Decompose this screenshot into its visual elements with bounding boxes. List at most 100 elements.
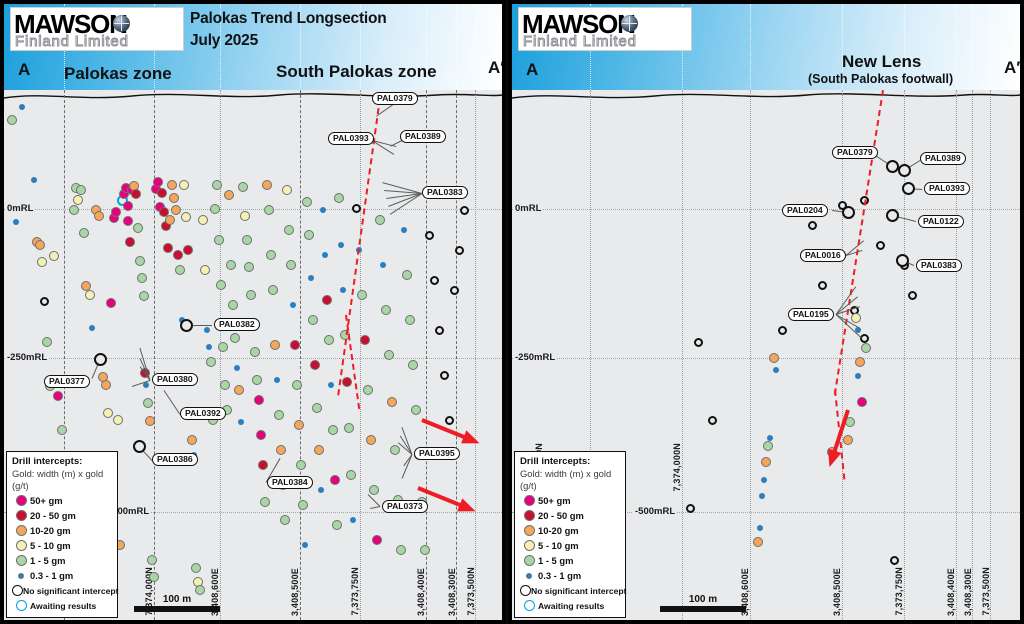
drill-hole-label-PAL0016[interactable]: PAL0016 [800, 249, 846, 263]
legend-label-7: Awaiting results [538, 600, 605, 611]
topography-line-right [512, 93, 1020, 99]
legend-swatch-1 [520, 510, 538, 521]
section-end-label-right: A′ [1004, 58, 1021, 77]
point-b [772, 366, 780, 374]
legend-label-6: No significant intercept [23, 585, 119, 596]
legend-item: 20 - 50 gm [520, 508, 619, 523]
xtick-left-7: 7,373,500N [466, 567, 476, 616]
point-o [93, 210, 105, 222]
drill-hole-label-PAL0393[interactable]: PAL0393 [924, 182, 970, 196]
point-b [400, 226, 408, 234]
legend-item: 1 - 5 gm [520, 553, 619, 568]
point-g [331, 519, 343, 531]
drill-hole-label-PAL0380[interactable]: PAL0380 [152, 373, 198, 387]
point-g [419, 544, 431, 556]
point-g [134, 255, 146, 267]
point-g [307, 314, 319, 326]
panel-right-plot: 0mRL -250mRL -500mRL 3,408,700N 7,374,00… [512, 90, 1020, 620]
point-no-intercept [876, 241, 885, 250]
point-g [249, 346, 261, 358]
drill-hole-label-PAL0122[interactable]: PAL0122 [918, 215, 964, 229]
point-m [122, 200, 134, 212]
point-g [380, 304, 392, 316]
point-r [341, 376, 353, 388]
drill-hole-label-PAL0389[interactable]: PAL0389 [920, 152, 966, 166]
legend-swatch-1 [12, 510, 30, 521]
drill-hole-label-PAL0379[interactable]: PAL0379 [832, 146, 878, 160]
xtick-right-6: 3,408,300E [963, 567, 973, 616]
point-b [319, 206, 327, 214]
point-g [259, 496, 271, 508]
point-no-intercept [40, 297, 49, 306]
scalebar-bar-left [134, 606, 220, 612]
logo-wordmark: MAWSON [14, 9, 128, 39]
point-g [368, 484, 380, 496]
point-no-intercept [908, 291, 917, 300]
point-b [30, 176, 38, 184]
point-g [56, 424, 68, 436]
point-g [323, 334, 335, 346]
point-b [18, 103, 26, 111]
point-m [253, 394, 265, 406]
point-b [349, 516, 357, 524]
leader-line [367, 494, 381, 507]
point-no-intercept [860, 334, 869, 343]
point-o [365, 434, 377, 446]
point-b [233, 364, 241, 372]
point-g [279, 514, 291, 526]
logo-wordmark-right: MAWSON [522, 9, 636, 39]
drill-hole-label-PAL0379[interactable]: PAL0379 [372, 92, 418, 106]
point-y [72, 194, 84, 206]
point-g [283, 224, 295, 236]
drill-hole-label-PAL0195[interactable]: PAL0195 [788, 308, 834, 322]
point-m [105, 297, 117, 309]
point-o [752, 536, 764, 548]
legend-swatch-3 [12, 540, 30, 551]
panel-left-header: MAWSON Finland Limited Palokas Trend Lon… [4, 4, 502, 90]
drill-hole-label-PAL0382[interactable]: PAL0382 [214, 318, 260, 332]
drill-hole-label-PAL0386[interactable]: PAL0386 [152, 453, 198, 467]
point-b [205, 343, 213, 351]
drill-hole-label-PAL0383[interactable]: PAL0383 [422, 186, 468, 200]
point-b [307, 274, 315, 282]
legend-swatch-4 [520, 555, 538, 566]
drill-hole-label-PAL0395[interactable]: PAL0395 [414, 447, 460, 461]
elevation-label-500-right: -500mRL [633, 506, 678, 517]
point-g [267, 284, 279, 296]
leader-line [401, 454, 413, 479]
point-g [209, 203, 221, 215]
drill-hole-label-PAL0373[interactable]: PAL0373 [382, 500, 428, 514]
drill-hole-label-PAL0384[interactable]: PAL0384 [267, 476, 313, 490]
point-y [281, 184, 293, 196]
drill-hole-label-PAL0377[interactable]: PAL0377 [44, 375, 90, 389]
drill-collar-marker [902, 182, 915, 195]
point-no-intercept [425, 231, 434, 240]
point-r [289, 339, 301, 351]
scalebar-bar-right [660, 606, 746, 612]
drill-hole-label-PAL0389[interactable]: PAL0389 [400, 130, 446, 144]
point-o [760, 456, 772, 468]
point-m [371, 534, 383, 546]
company-logo: MAWSON Finland Limited [10, 7, 184, 51]
legend-title: Drill intercepts: [520, 455, 591, 467]
legend-label-7: Awaiting results [30, 600, 97, 611]
drill-hole-label-PAL0392[interactable]: PAL0392 [180, 407, 226, 421]
point-r [156, 187, 168, 199]
point-r [257, 459, 269, 471]
drill-hole-label-PAL0383[interactable]: PAL0383 [916, 259, 962, 273]
drill-hole-label-PAL0393[interactable]: PAL0393 [328, 132, 374, 146]
legend-item: 10-20 gm [520, 523, 619, 538]
point-o [34, 239, 46, 251]
elevation-label-0-right: 0mRL [513, 203, 544, 214]
point-g [225, 259, 237, 271]
drill-hole-label-PAL0204[interactable]: PAL0204 [782, 204, 828, 218]
drill-collar-marker [842, 206, 855, 219]
point-m [856, 396, 868, 408]
gridline-500mrl-right [512, 512, 1020, 513]
legend-swatch-2 [520, 525, 538, 536]
legend-label-2: 10-20 gm [538, 525, 579, 536]
point-o [269, 339, 281, 351]
point-g [311, 402, 323, 414]
point-no-intercept [460, 206, 469, 215]
point-g [291, 379, 303, 391]
